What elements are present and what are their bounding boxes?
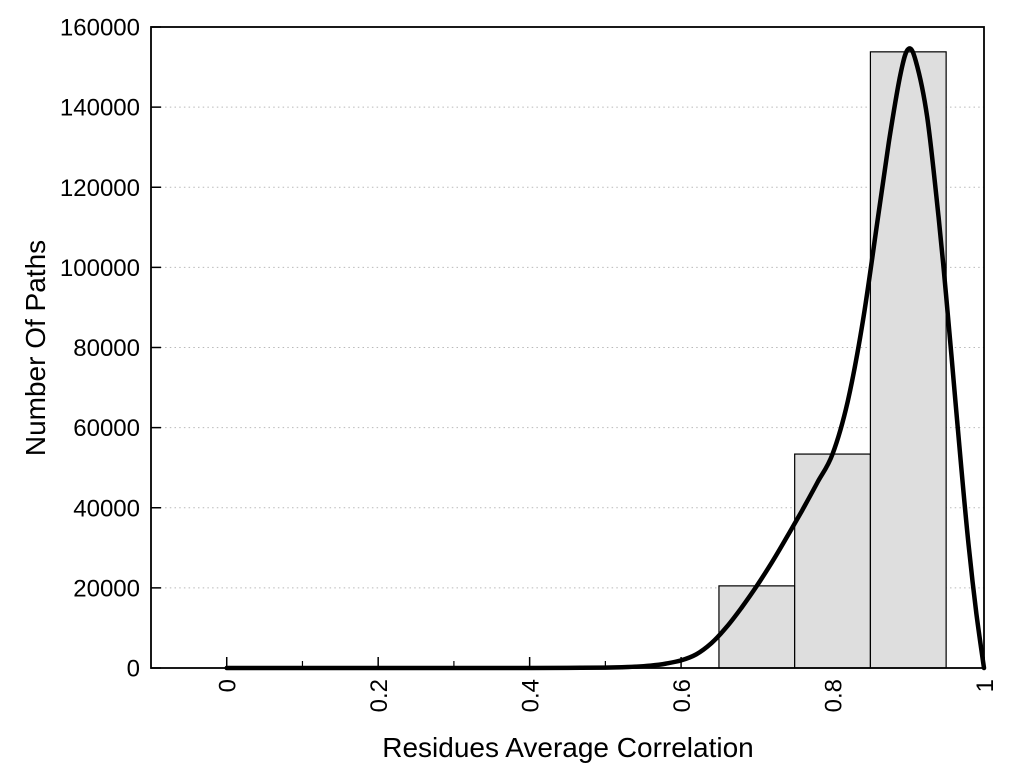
plot-frame <box>150 26 985 669</box>
histogram-bar <box>718 585 796 669</box>
y-tick-label: 160000 <box>60 15 140 42</box>
y-tick-label: 100000 <box>60 255 140 282</box>
histogram-bar <box>869 51 947 669</box>
y-tick-label: 60000 <box>73 415 140 442</box>
y-tick-label: 120000 <box>60 175 140 202</box>
histogram-bar <box>794 453 872 669</box>
x-tick-label: 0.6 <box>669 679 696 712</box>
y-tick-label: 140000 <box>60 95 140 122</box>
x-tick-label: 0 <box>215 679 242 692</box>
y-tick-label: 20000 <box>73 575 140 602</box>
x-tick-label: 0.2 <box>366 679 393 712</box>
y-tick-label: 0 <box>127 656 140 683</box>
x-tick-label: 0.8 <box>821 679 848 712</box>
y-tick-label: 80000 <box>73 335 140 362</box>
y-axis-title: Number Of Paths <box>20 239 51 457</box>
x-axis-title: Residues Average Correlation <box>382 732 754 763</box>
y-tick-label: 40000 <box>73 495 140 522</box>
x-tick-label: 0.4 <box>518 679 545 712</box>
x-tick-label: 1 <box>972 679 999 692</box>
